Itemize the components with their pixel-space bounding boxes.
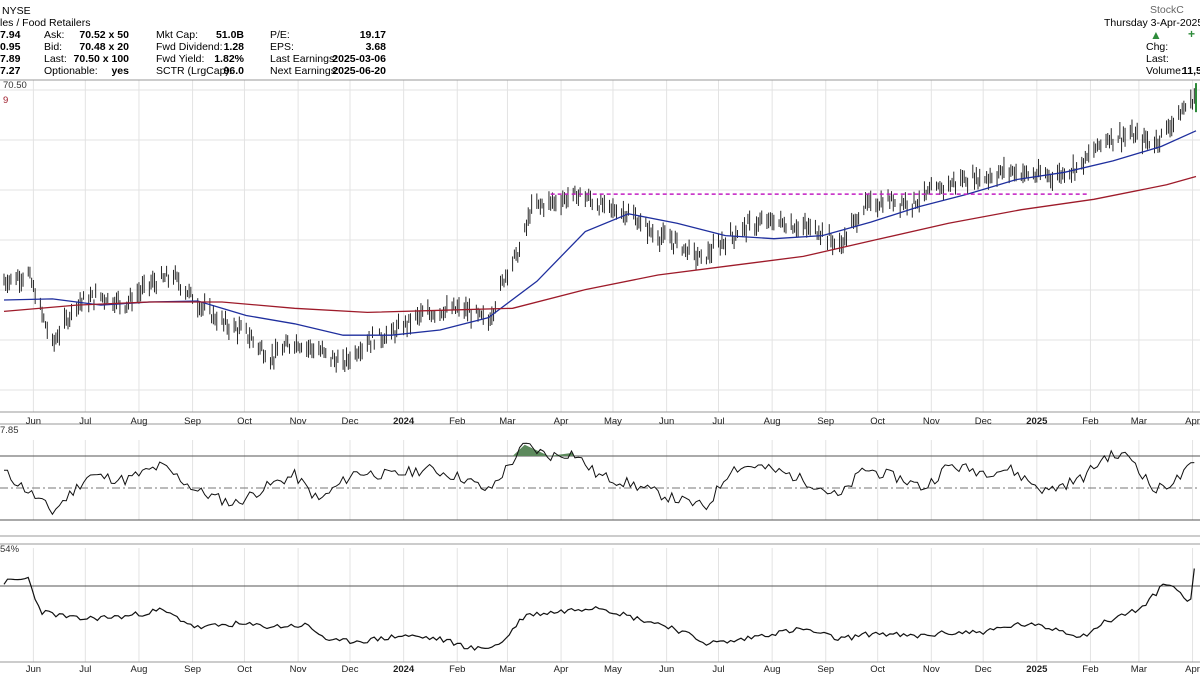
x-axis-label: Jul (712, 416, 724, 427)
left-value-4: 7.27 (0, 65, 21, 77)
pe-label: P/E: (270, 29, 290, 41)
sctr-label: SCTR (LrgCap): (156, 65, 232, 77)
x-axis-label: Feb (1082, 664, 1098, 675)
price-legend-value: 70.50 (3, 80, 27, 91)
next-earnings-label: Next Earnings: (270, 65, 339, 77)
x-axis-label: Aug (764, 416, 781, 427)
x-axis-label: May (604, 416, 622, 427)
x-axis-label: Aug (130, 416, 147, 427)
next-earnings-value: 2025-06-20 (332, 65, 386, 77)
x-axis-label: Apr (554, 664, 569, 675)
x-axis-label: Jul (712, 664, 724, 675)
x-axis-label: Sep (184, 664, 201, 675)
volume-label: Volume: (1146, 65, 1184, 77)
industry-label: les / Food Retailers (0, 17, 91, 29)
relative-strength-line (3, 568, 1195, 651)
x-axis-label: Apr (554, 416, 569, 427)
last-earnings-label: Last Earnings: (270, 53, 338, 65)
lower-panel-label: 54% (0, 544, 20, 555)
x-axis-label: Mar (499, 664, 515, 675)
bid-value: 70.48 x 20 (79, 41, 129, 53)
x-axis-label: Jun (26, 664, 41, 675)
x-axis-label: Dec (342, 664, 359, 675)
last-earnings-value: 2025-03-06 (332, 53, 386, 65)
fwd-yield-value: 1.82% (214, 53, 244, 65)
x-axis-label: 2025 (1026, 664, 1048, 675)
header-bar: NYSE les / Food Retailers 7.94 0.95 7.89… (0, 0, 1200, 80)
x-axis-label: Aug (130, 664, 147, 675)
mkt-cap-label: Mkt Cap: (156, 29, 199, 41)
chg-label: Chg: (1146, 41, 1169, 53)
moving-average-short-line (3, 130, 1197, 336)
x-axis-label: Mar (1131, 664, 1147, 675)
x-axis-label: Nov (923, 416, 940, 427)
ma-legend-fragment: 9 (3, 95, 8, 106)
chart-marks (0, 83, 1200, 651)
date-label: Thursday 3-Apr-2025 (1104, 17, 1200, 29)
x-axis-label: Oct (237, 664, 252, 675)
x-axis-label: Dec (975, 664, 992, 675)
eps-value: 3.68 (365, 41, 386, 53)
x-axis-label: Nov (290, 416, 307, 427)
volume-value: 11,5 (1182, 65, 1200, 77)
pe-value: 19.17 (359, 29, 386, 41)
last-label: Last: (44, 53, 67, 65)
ask-label: Ask: (44, 29, 65, 41)
x-axis-labels: Jun Jun Jul Jul Aug Aug Sep Sep Oct Oct Nov Nov Dec D… (26, 416, 1200, 675)
x-axis-label: Mar (1131, 416, 1147, 427)
sctr-value: 96.0 (223, 65, 244, 77)
x-axis-label: Jul (79, 664, 91, 675)
x-axis-label: Apr (1185, 664, 1200, 675)
x-axis-label: Jun (659, 416, 674, 427)
left-value-1: 7.94 (0, 29, 21, 41)
left-value-3: 7.89 (0, 53, 21, 65)
fwd-dividend-label: Fwd Dividend: (156, 41, 223, 53)
x-axis-label: Dec (975, 416, 992, 427)
x-axis-label: 2025 (1026, 416, 1048, 427)
panel-borders (0, 79, 1200, 663)
mkt-cap-value: 51.0B (215, 29, 244, 41)
brand-label: StockC (1150, 4, 1184, 16)
fwd-yield-label: Fwd Yield: (156, 53, 205, 65)
x-axis-label: Sep (817, 664, 834, 675)
optionable-label: Optionable: (44, 65, 98, 77)
rsi-overbought-fill (512, 444, 574, 456)
last-price-label: Last: (1146, 53, 1169, 65)
exchange-label: NYSE (2, 5, 31, 17)
optionable-value: yes (111, 65, 129, 77)
chart-grid (0, 80, 1200, 662)
last-value: 70.50 x 100 (73, 53, 129, 65)
bid-label: Bid: (44, 41, 63, 53)
x-axis-label: Jun (659, 664, 674, 675)
x-axis-label: Apr (1185, 416, 1200, 427)
left-value-2: 0.95 (0, 41, 21, 53)
x-axis-label: Oct (870, 664, 885, 675)
x-axis-label: Nov (290, 664, 307, 675)
moving-average-long-line (3, 175, 1197, 314)
x-axis-label: Dec (342, 416, 359, 427)
x-axis-label: Jul (79, 416, 91, 427)
ask-value: 70.52 x 50 (79, 29, 129, 41)
eps-label: EPS: (270, 41, 294, 53)
x-axis-label: Aug (764, 664, 781, 675)
x-axis-label: Jun (26, 416, 41, 427)
x-axis-label: Feb (1082, 416, 1098, 427)
x-axis-label: Feb (449, 664, 465, 675)
fwd-dividend-value: 1.28 (223, 41, 244, 53)
x-axis-label: May (604, 664, 622, 675)
x-axis-label: Oct (237, 416, 252, 427)
x-axis-label: 2024 (393, 416, 415, 427)
x-axis-label: Oct (870, 416, 885, 427)
rsi-line (3, 442, 1195, 516)
plus-icon: + (1188, 27, 1196, 41)
x-axis-label: Sep (184, 416, 201, 427)
x-axis-label: Feb (449, 416, 465, 427)
rsi-panel-label: 7.85 (0, 425, 19, 436)
x-axis-label: Nov (923, 664, 940, 675)
x-axis-label: Sep (817, 416, 834, 427)
x-axis-label: 2024 (393, 664, 415, 675)
x-axis-label: Mar (499, 416, 515, 427)
triangle-up-icon: ▲ (1150, 28, 1162, 42)
